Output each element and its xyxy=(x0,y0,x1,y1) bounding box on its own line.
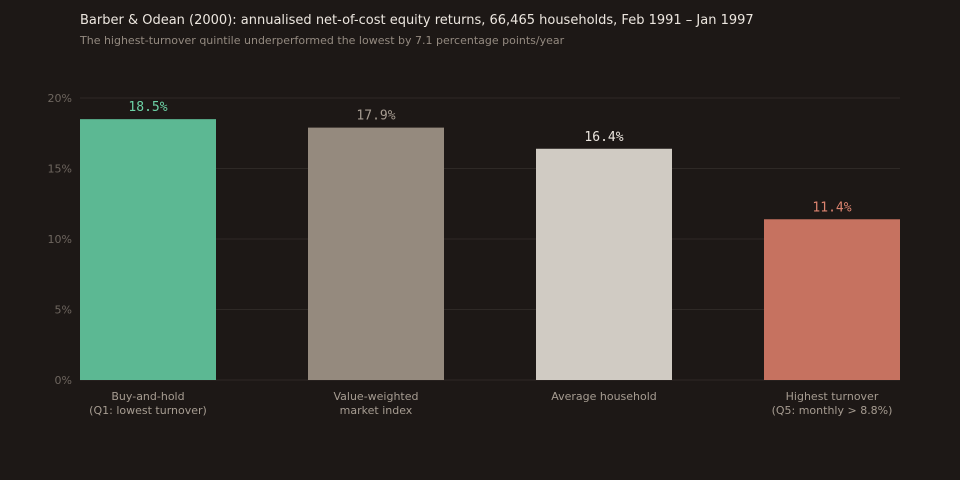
y-tick-label: 15% xyxy=(48,163,72,176)
y-tick-label: 20% xyxy=(48,92,72,105)
data-label: 18.5% xyxy=(128,100,167,115)
chart-subtitle: The highest-turnover quintile underperfo… xyxy=(80,34,565,47)
y-tick-label: 0% xyxy=(55,374,72,387)
bar xyxy=(764,219,900,380)
category-label: Buy-and-hold xyxy=(111,390,184,403)
data-label: 11.4% xyxy=(812,200,851,215)
data-label: 16.4% xyxy=(584,130,623,145)
category-label: market index xyxy=(340,404,413,417)
chart-title: Barber & Odean (2000): annualised net-of… xyxy=(80,13,754,28)
category-label: Highest turnover xyxy=(786,390,879,403)
y-tick-label: 10% xyxy=(48,233,72,246)
bar xyxy=(536,148,672,380)
y-tick-label: 5% xyxy=(55,304,72,317)
category-label: (Q1: lowest turnover) xyxy=(89,404,207,417)
category-label: (Q5: monthly > 8.8%) xyxy=(772,404,893,417)
category-label: Value-weighted xyxy=(333,390,418,403)
category-label: Average household xyxy=(551,390,657,403)
data-label: 17.9% xyxy=(356,109,395,124)
bar xyxy=(308,127,444,380)
bar xyxy=(80,119,216,381)
